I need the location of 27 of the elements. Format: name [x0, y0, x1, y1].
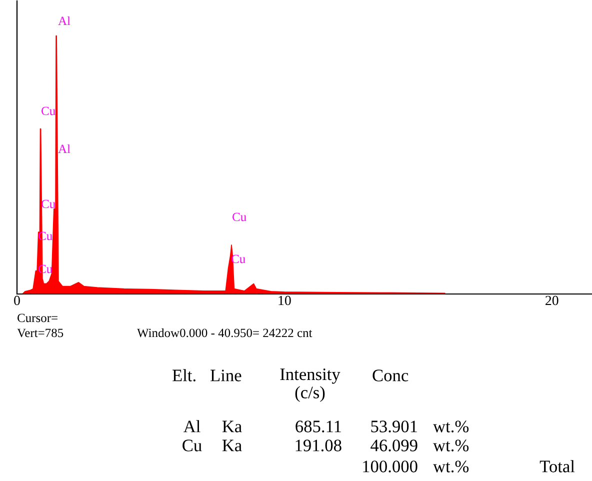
annotation: Al — [58, 144, 70, 154]
text: Cursor= — [18, 314, 58, 322]
x-tick-label: 20 — [546, 296, 558, 306]
text: 100.000 — [363, 460, 418, 472]
text: Total — [540, 460, 575, 472]
text: 46.099 — [370, 440, 418, 452]
text: Cu — [182, 440, 202, 452]
text: Conc — [372, 370, 408, 382]
text: Al — [58, 16, 70, 26]
text: Ka — [222, 440, 242, 452]
text: 685.11 — [296, 420, 341, 432]
text: wt.% — [433, 420, 469, 432]
annotation: Cu — [42, 106, 56, 116]
text: Ka — [222, 420, 242, 432]
text: Elt. — [172, 369, 196, 382]
text: wt.% — [433, 440, 469, 452]
text: 191.08 — [296, 440, 342, 452]
text: wt.% — [433, 460, 469, 472]
text: 53.901 — [371, 420, 417, 432]
annotation: Cu — [232, 212, 246, 222]
text: Intensity (c/s) — [280, 368, 340, 402]
text: Al — [183, 420, 200, 432]
x-tick-label: 0 — [14, 296, 20, 306]
text: Window0.000 - 40.950= 24222 cnt — [137, 328, 312, 338]
text: Vert=785 — [17, 328, 64, 338]
text: Line — [210, 370, 242, 382]
x-tick-label: 10 — [278, 296, 291, 306]
